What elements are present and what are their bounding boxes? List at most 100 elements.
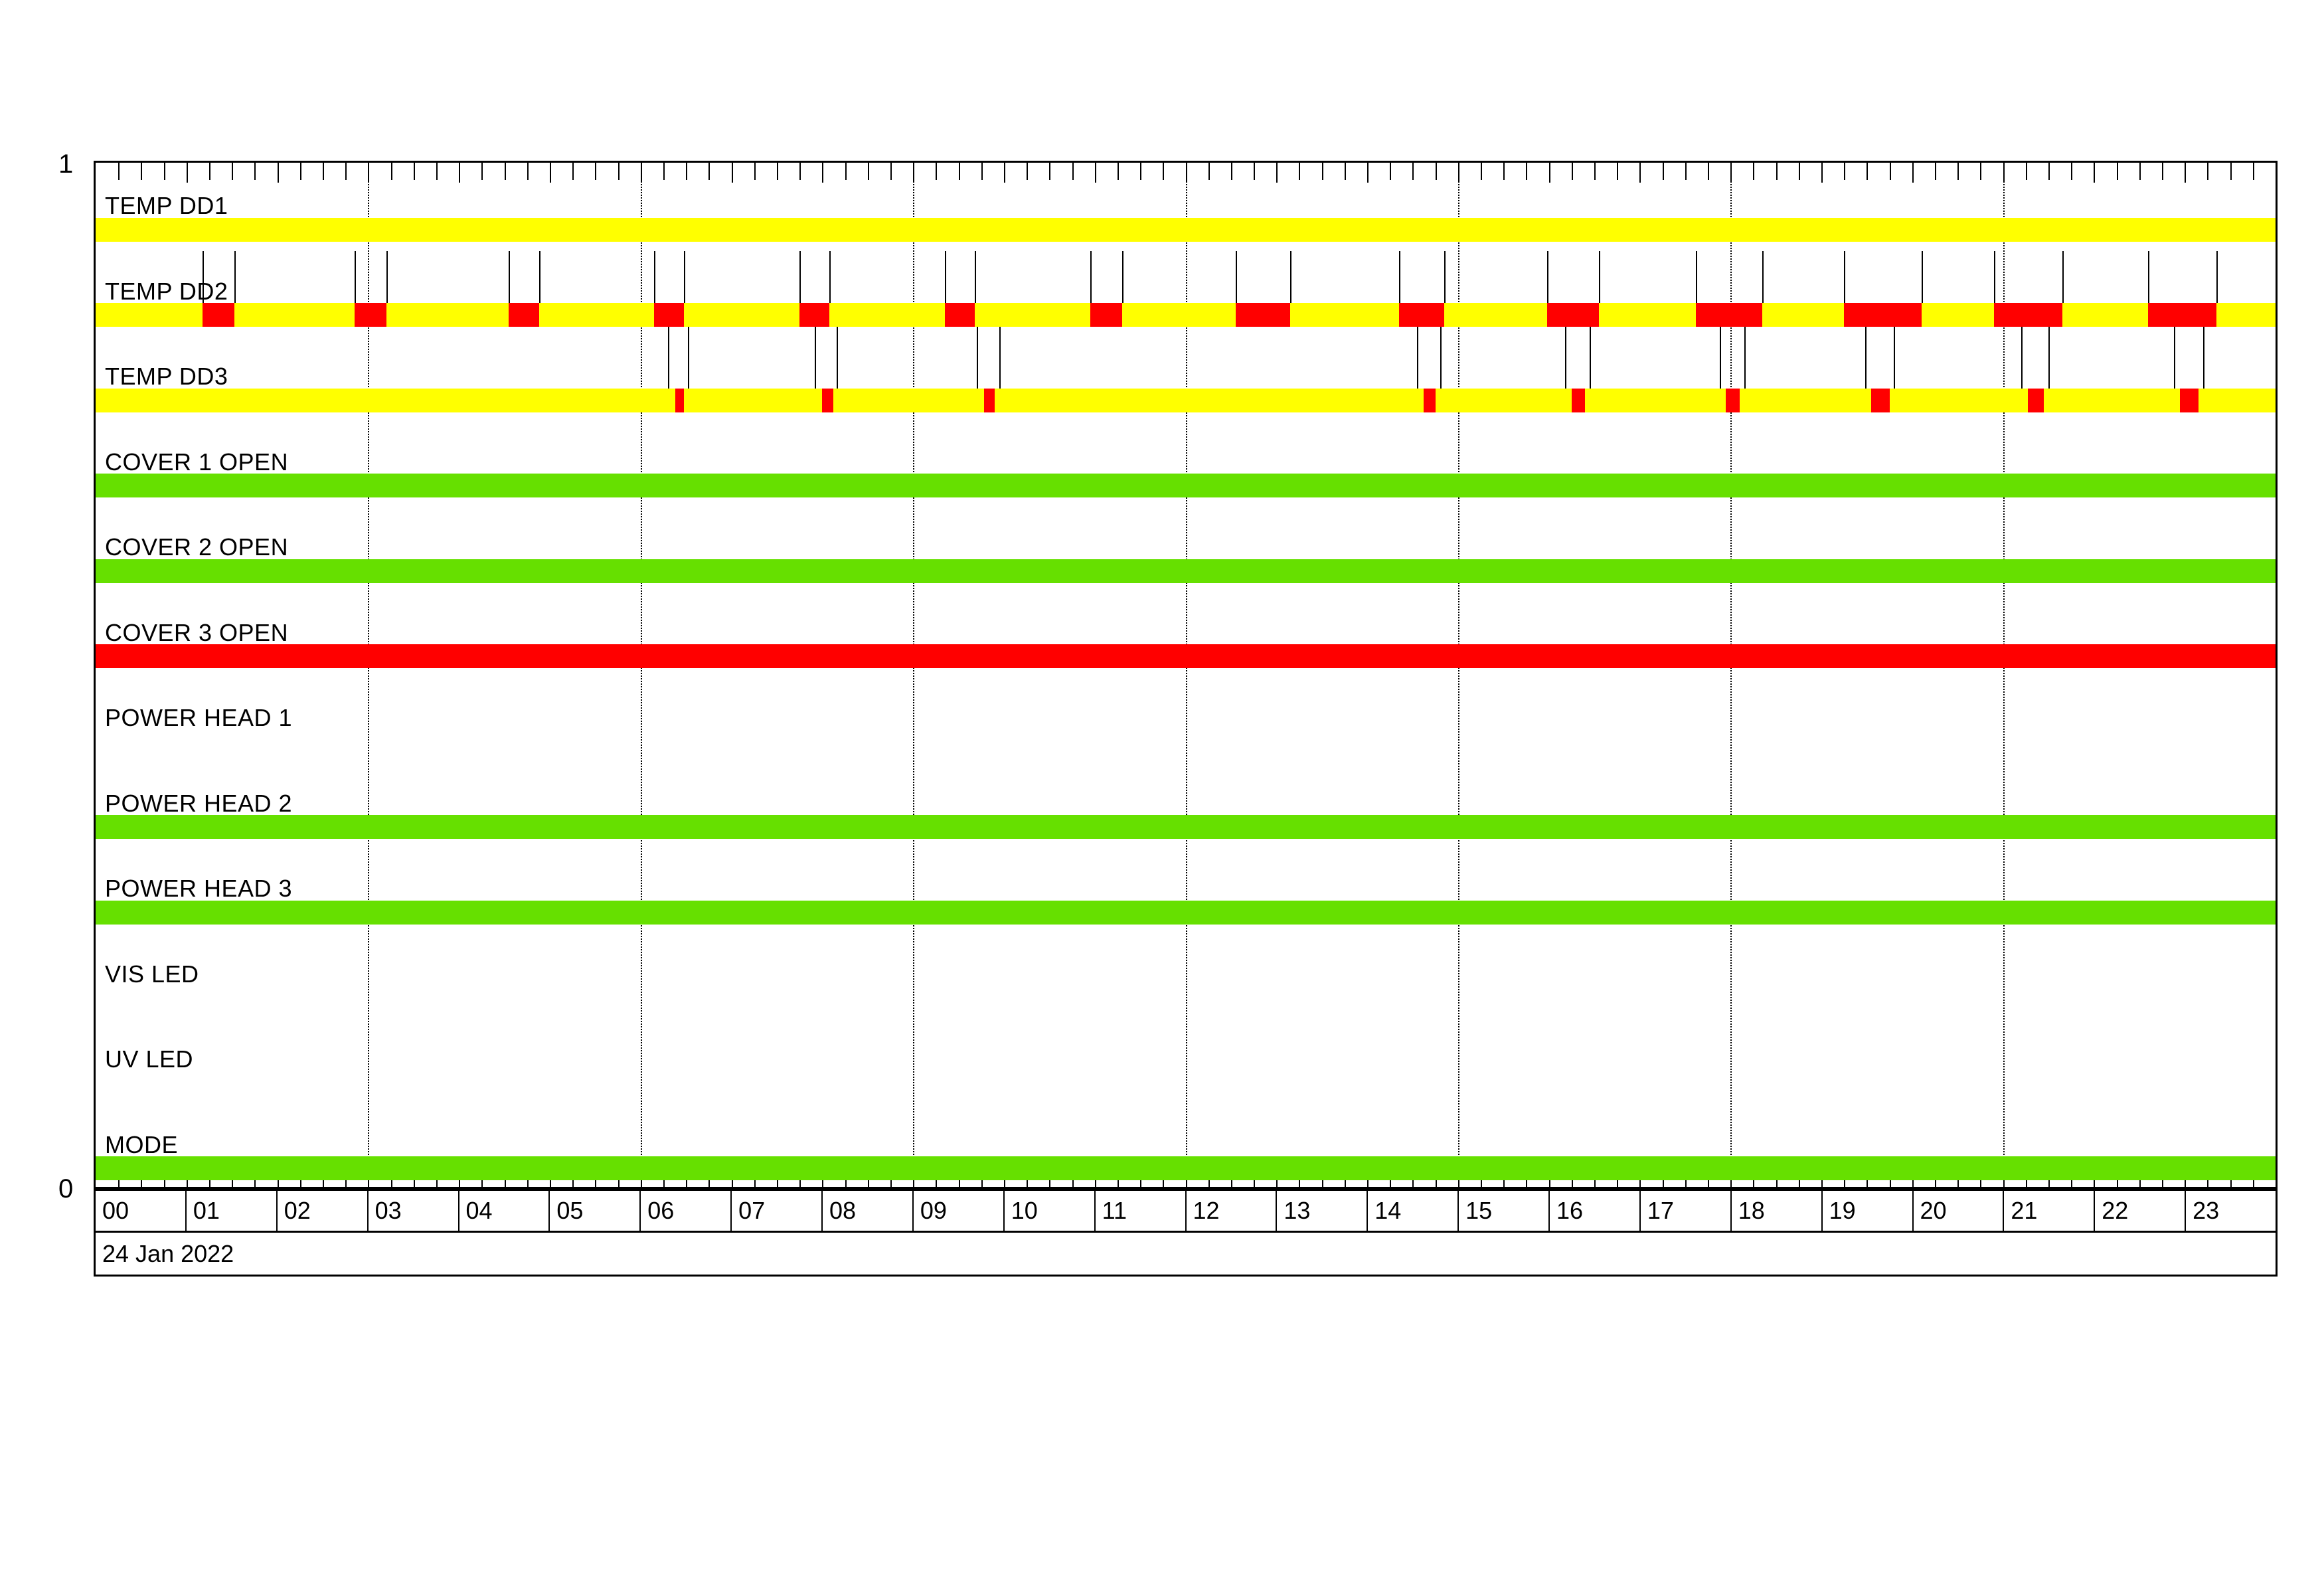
- tick-top-0.75: [163, 163, 165, 180]
- tick-top-9.75: [981, 163, 983, 180]
- gridline-hour-09: [913, 163, 915, 1187]
- event-marker-lower-3: [837, 327, 839, 389]
- tick-top-4.25: [481, 163, 483, 180]
- bar-mode: [96, 1156, 2276, 1180]
- tick-top-5.00: [549, 163, 551, 183]
- tick-top-17.00: [1639, 163, 1641, 183]
- event-marker-lower-0: [667, 327, 669, 389]
- segment-temp-dd2-7: [1235, 303, 1290, 327]
- tick-top-13.25: [1299, 163, 1301, 180]
- x-axis-hour-strip: 00 01 02 03 04 05 06 07 08 09 10 11 12 13 14 15 16 17 18 19…: [94, 1189, 2278, 1233]
- tick-top-7.75: [799, 163, 801, 180]
- row-label-uv-led: UV LED: [105, 1045, 194, 1073]
- segment-temp-dd2-2: [509, 303, 539, 327]
- tick-top-11.25: [1117, 163, 1119, 180]
- tick-top-8.25: [845, 163, 847, 180]
- tick-top-4.50: [504, 163, 506, 180]
- hour-label-20: 20: [1914, 1191, 2005, 1231]
- tick-top-17.50: [1685, 163, 1687, 180]
- event-marker-lower-11: [1744, 327, 1746, 389]
- y-axis-top-label: 1: [58, 149, 74, 179]
- segment-temp-dd3-3: [1423, 388, 1436, 412]
- tick-top-3.25: [390, 163, 392, 180]
- tick-top-15.50: [1503, 163, 1505, 180]
- hour-label-06: 06: [641, 1191, 732, 1231]
- tick-top-21.00: [2003, 163, 2005, 183]
- event-marker-upper-24: [1993, 250, 1995, 303]
- event-marker-upper-5: [539, 250, 540, 303]
- hour-label-13: 13: [1277, 1191, 1369, 1231]
- tick-top-15.75: [1526, 163, 1528, 180]
- tick-top-23.75: [2252, 163, 2254, 180]
- segment-temp-dd3-4: [1571, 388, 1586, 412]
- tick-top-22.25: [2116, 163, 2118, 180]
- event-marker-upper-11: [975, 250, 977, 303]
- segment-temp-dd2-10: [1696, 303, 1763, 327]
- row-label-power-head-1: POWER HEAD 1: [105, 704, 293, 731]
- tick-top-10.50: [1049, 163, 1051, 180]
- tick-top-9.50: [958, 163, 960, 180]
- tick-top-2.50: [322, 163, 324, 180]
- segment-temp-dd3-1: [822, 388, 833, 412]
- tick-top-4.00: [459, 163, 461, 183]
- tick-top-16.50: [1594, 163, 1596, 180]
- event-marker-upper-9: [829, 250, 831, 303]
- hour-label-04: 04: [459, 1191, 550, 1231]
- tick-top-17.25: [1662, 163, 1664, 180]
- tick-top-18.25: [1753, 163, 1755, 180]
- tick-top-14.75: [1435, 163, 1437, 180]
- event-marker-lower-13: [1894, 327, 1896, 389]
- row-label-cover-3-open: COVER 3 OPEN: [105, 618, 289, 646]
- event-marker-upper-19: [1598, 250, 1600, 303]
- segment-temp-dd2-1: [354, 303, 386, 327]
- bar-temp-dd1: [96, 217, 2276, 242]
- tick-top-8.75: [890, 163, 892, 180]
- tick-top-21.25: [2025, 163, 2027, 180]
- event-marker-upper-17: [1444, 250, 1446, 303]
- hour-label-07: 07: [732, 1191, 823, 1231]
- tick-top-20.50: [1957, 163, 1959, 180]
- tick-top-15.00: [1457, 163, 1459, 183]
- tick-top-12.50: [1230, 163, 1232, 180]
- bar-cover-3-open: [96, 644, 2276, 668]
- tick-top-3.50: [413, 163, 415, 180]
- hour-label-02: 02: [278, 1191, 369, 1231]
- tick-top-16.25: [1571, 163, 1573, 180]
- gridline-hour-21: [2003, 163, 2005, 1187]
- event-marker-upper-4: [509, 250, 511, 303]
- tick-top-1.75: [254, 163, 256, 180]
- segment-temp-dd2-5: [945, 303, 975, 327]
- bar-cover-1-open: [96, 474, 2276, 497]
- event-marker-lower-15: [2048, 327, 2050, 389]
- bar-power-head-3: [96, 900, 2276, 925]
- tick-top-17.75: [1708, 163, 1710, 180]
- hour-label-08: 08: [823, 1191, 914, 1231]
- gridline-hour-15: [1457, 163, 1459, 1187]
- tick-top-1.25: [208, 163, 210, 180]
- event-marker-upper-6: [654, 250, 656, 303]
- segment-temp-dd3-6: [1871, 388, 1890, 412]
- tick-top-19.00: [1821, 163, 1823, 183]
- tick-top-7.25: [754, 163, 756, 180]
- event-marker-upper-13: [1121, 250, 1123, 303]
- bar-temp-dd3: [96, 388, 2276, 412]
- tick-top-5.50: [595, 163, 597, 180]
- event-marker-upper-25: [2062, 250, 2064, 303]
- event-marker-lower-10: [1719, 327, 1721, 389]
- hour-label-05: 05: [550, 1191, 641, 1231]
- event-marker-upper-20: [1696, 250, 1698, 303]
- tick-top-13.75: [1344, 163, 1346, 180]
- tick-top-7.00: [731, 163, 733, 183]
- tick-top-18.00: [1730, 163, 1732, 183]
- tick-top-23.25: [2207, 163, 2209, 180]
- row-label-power-head-2: POWER HEAD 2: [105, 789, 293, 817]
- hour-label-21: 21: [2004, 1191, 2096, 1231]
- date-label: 24 Jan 2022: [94, 1233, 2278, 1277]
- segment-temp-dd2-4: [799, 303, 830, 327]
- plot-area: TEMP DD1 TEMP DD2 TEMP DD3 COVER 1 OPEN COVE…: [94, 161, 2278, 1189]
- hour-label-10: 10: [1005, 1191, 1096, 1231]
- bar-power-head-2: [96, 815, 2276, 839]
- tick-top-6.00: [640, 163, 642, 183]
- hour-label-17: 17: [1641, 1191, 1732, 1231]
- tick-top-4.75: [527, 163, 529, 180]
